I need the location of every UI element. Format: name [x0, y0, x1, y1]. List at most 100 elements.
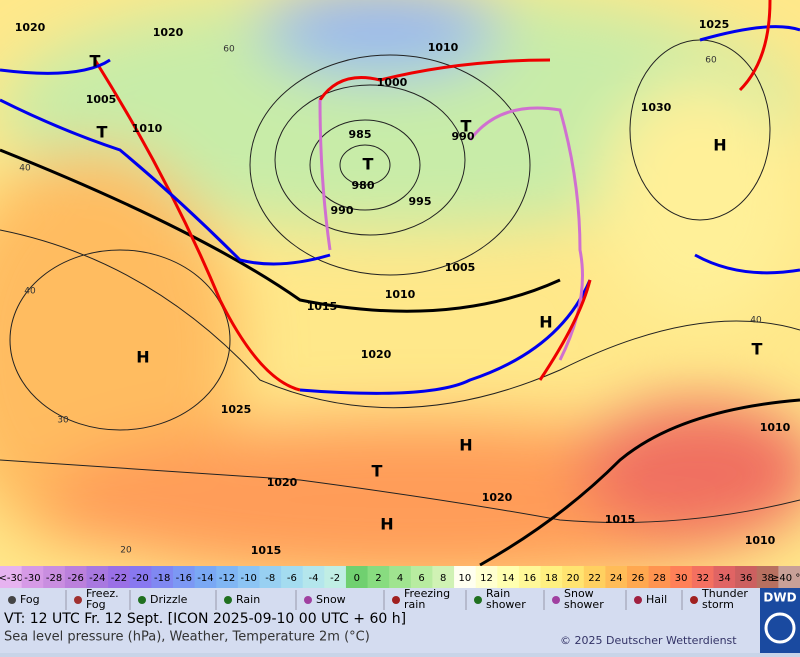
weather-icon — [552, 596, 560, 604]
scale-cell — [497, 566, 520, 588]
scale-label: 6 — [418, 573, 424, 584]
pressure-center: T — [97, 123, 108, 142]
scale-label: 0 — [354, 573, 360, 584]
scale-cell — [756, 566, 779, 588]
scale-cell — [86, 566, 109, 588]
scale-label: 26 — [631, 573, 644, 584]
scale-cell — [648, 566, 671, 588]
weather-icon — [304, 596, 312, 604]
scale-cell — [0, 566, 23, 588]
scale-label: -20 — [132, 573, 148, 584]
scale-label: -22 — [111, 573, 127, 584]
pressure-label: 1020 — [482, 491, 513, 504]
pressure-label: 1010 — [428, 41, 459, 54]
scale-cell — [518, 566, 542, 588]
isotherm-label: 40 — [750, 316, 762, 326]
scale-cell — [778, 566, 800, 588]
pressure-label: 1015 — [307, 300, 338, 313]
weather-label: Rain shower — [486, 587, 526, 611]
weather-label: Fog — [20, 593, 40, 606]
scale-label: 16 — [523, 573, 536, 584]
scale-cell — [475, 566, 498, 588]
pressure-label: 1020 — [153, 26, 184, 39]
weather-label: Hail — [646, 593, 667, 606]
scale-label: -10 — [240, 573, 256, 584]
weather-icon — [8, 596, 16, 604]
pressure-label: 995 — [409, 195, 432, 208]
pressure-label: 1030 — [641, 101, 672, 114]
pressure-label: 1015 — [251, 544, 282, 557]
scale-cell — [583, 566, 606, 588]
scale-cell — [367, 566, 390, 588]
isotherm-label: 40 — [24, 287, 36, 297]
scale-label: -30 — [24, 573, 40, 584]
pressure-label: 990 — [452, 130, 475, 143]
isobars — [0, 39, 800, 523]
scale-label: -4 — [309, 573, 319, 584]
scale-label: -8 — [265, 573, 275, 584]
scale-label: 32 — [696, 573, 709, 584]
scale-cell — [43, 566, 66, 588]
temperature-field — [0, 0, 800, 580]
scale-cell — [605, 566, 628, 588]
scale-label: 12 — [480, 573, 493, 584]
scale-cell — [432, 566, 455, 588]
isotherm-label: 30 — [57, 416, 69, 426]
scale-cell — [670, 566, 693, 588]
pressure-label: 1010 — [745, 534, 776, 547]
pressure-center: T — [90, 52, 101, 71]
scale-label: 10 — [458, 573, 471, 584]
scale-label: 30 — [675, 573, 688, 584]
copyright: © 2025 Deutscher Wetterdienst — [560, 634, 737, 647]
weather-icon — [634, 596, 642, 604]
pressure-label: 980 — [352, 179, 375, 192]
weather-icon — [224, 596, 232, 604]
isotherm-label: 60 — [223, 45, 235, 55]
scale-cell — [454, 566, 477, 588]
pressure-label: 1010 — [760, 421, 791, 434]
scale-cell — [324, 566, 347, 588]
scale-label: 14 — [502, 573, 515, 584]
scale-cell — [21, 566, 44, 588]
scale-label: 8 — [440, 573, 446, 584]
scale-cell — [562, 566, 585, 588]
isotherm-label: 40 — [19, 164, 31, 174]
scale-cell — [410, 566, 433, 588]
pressure-center: T — [363, 155, 374, 174]
weather-icon — [392, 596, 400, 604]
scale-label: <-30 — [0, 573, 23, 584]
pressure-label: 1020 — [15, 21, 46, 34]
isotherm-label: 60 — [705, 56, 717, 66]
footer-bg — [0, 612, 800, 653]
pressure-label: 1010 — [385, 288, 416, 301]
weather-icon — [690, 596, 698, 604]
scale-cell — [735, 566, 758, 588]
weather-icon — [138, 596, 146, 604]
weather-label: Rain — [236, 593, 260, 606]
scale-cell — [216, 566, 239, 588]
pressure-center: H — [380, 515, 393, 534]
weather-icon — [474, 596, 482, 604]
pressure-label: 1010 — [132, 122, 163, 135]
pressure-center: H — [459, 436, 472, 455]
weather-label: Thunder storm — [701, 587, 748, 611]
scale-label: 36 — [740, 573, 753, 584]
pressure-label: 1020 — [361, 348, 392, 361]
weather-label: Snow — [316, 593, 346, 606]
scale-cell — [389, 566, 412, 588]
pressure-label: 1020 — [267, 476, 298, 489]
logo-icon — [764, 612, 796, 644]
pressure-label: 990 — [331, 204, 354, 217]
scale-label: -16 — [176, 573, 192, 584]
pressure-center: H — [136, 348, 149, 367]
weather-icon — [74, 596, 82, 604]
fronts — [0, 0, 800, 567]
logo-text: DWD — [763, 591, 796, 605]
scale-label: 18 — [545, 573, 558, 584]
scale-cell — [691, 566, 715, 588]
scale-label: -24 — [89, 573, 105, 584]
pressure-label: 1000 — [377, 76, 408, 89]
weather-label: Drizzle — [150, 593, 188, 606]
scale-cell — [627, 566, 650, 588]
